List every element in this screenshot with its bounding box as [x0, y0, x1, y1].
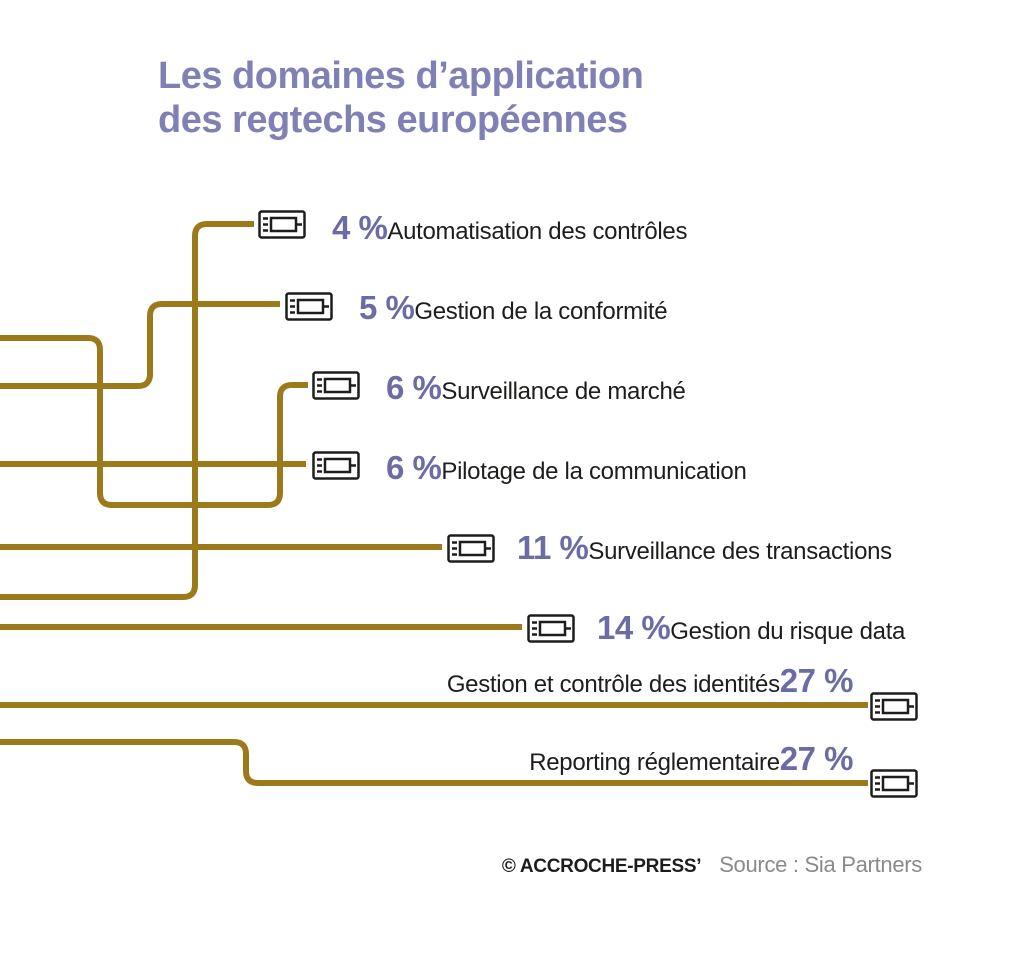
footer: © ACCROCHE-PRESS’ Source : Sia Partners [502, 852, 922, 878]
wire-2 [0, 301, 280, 389]
bar-label-3: 6 % Surveillance de marché [380, 369, 686, 407]
connector-layer [258, 210, 918, 798]
value-label: 6 % [386, 369, 442, 406]
usb-connector-icon [527, 614, 575, 643]
wire-layer [0, 221, 868, 786]
bar-label-7: Gestion et contrôle des identités 27 % [447, 662, 862, 700]
category-label: Surveillance des transactions [588, 538, 892, 565]
usb-connector-icon [258, 210, 306, 239]
category-label: Gestion et contrôle des identités [446, 671, 780, 698]
category-label: Reporting réglementaire [529, 749, 780, 776]
usb-connector-icon [285, 292, 333, 321]
value-label: 14 % [597, 609, 671, 646]
bar-label-4: 6 % Pilotage de la communication [380, 449, 747, 487]
title-line-1: Les domaines d’application [158, 55, 644, 97]
bar-label-1: 4 % Automatisation des contrôles [326, 209, 687, 247]
value-label: 11 % [517, 529, 589, 566]
usb-connector-icon [312, 371, 360, 400]
bar-label-5: 11 % Surveillance des transactions [511, 529, 892, 567]
source-text: Source : Sia Partners [719, 852, 922, 877]
category-label: Surveillance de marché [441, 378, 686, 405]
value-label: 27 % [779, 662, 854, 699]
bar-label-8: Reporting réglementaire 27 % [529, 740, 862, 778]
usb-connector-icon [312, 451, 360, 480]
bar-label-6: 14 % Gestion du risque data [591, 609, 905, 647]
title-line-2: des regtechs européennes [158, 99, 628, 141]
usb-connector-icon [870, 692, 918, 721]
category-label: Gestion de la conformité [414, 298, 668, 325]
value-label: 5 % [359, 289, 415, 326]
wire-1 [0, 335, 308, 508]
usb-connector-icon [870, 769, 918, 798]
value-label: 6 % [386, 449, 442, 486]
usb-connector-icon [447, 534, 495, 563]
category-label: Pilotage de la communication [441, 458, 747, 485]
bar-label-2: 5 % Gestion de la conformité [353, 289, 668, 327]
category-label: Gestion du risque data [670, 618, 906, 645]
wire-8 [0, 739, 868, 786]
chart-title: Les domaines d’application des regtechs … [158, 54, 644, 142]
wire-4 [0, 221, 254, 600]
credit-text: © ACCROCHE-PRESS’ [501, 856, 702, 877]
value-label: 4 % [332, 209, 388, 246]
value-label: 27 % [779, 740, 854, 777]
category-label: Automatisation des contrôles [387, 218, 688, 245]
